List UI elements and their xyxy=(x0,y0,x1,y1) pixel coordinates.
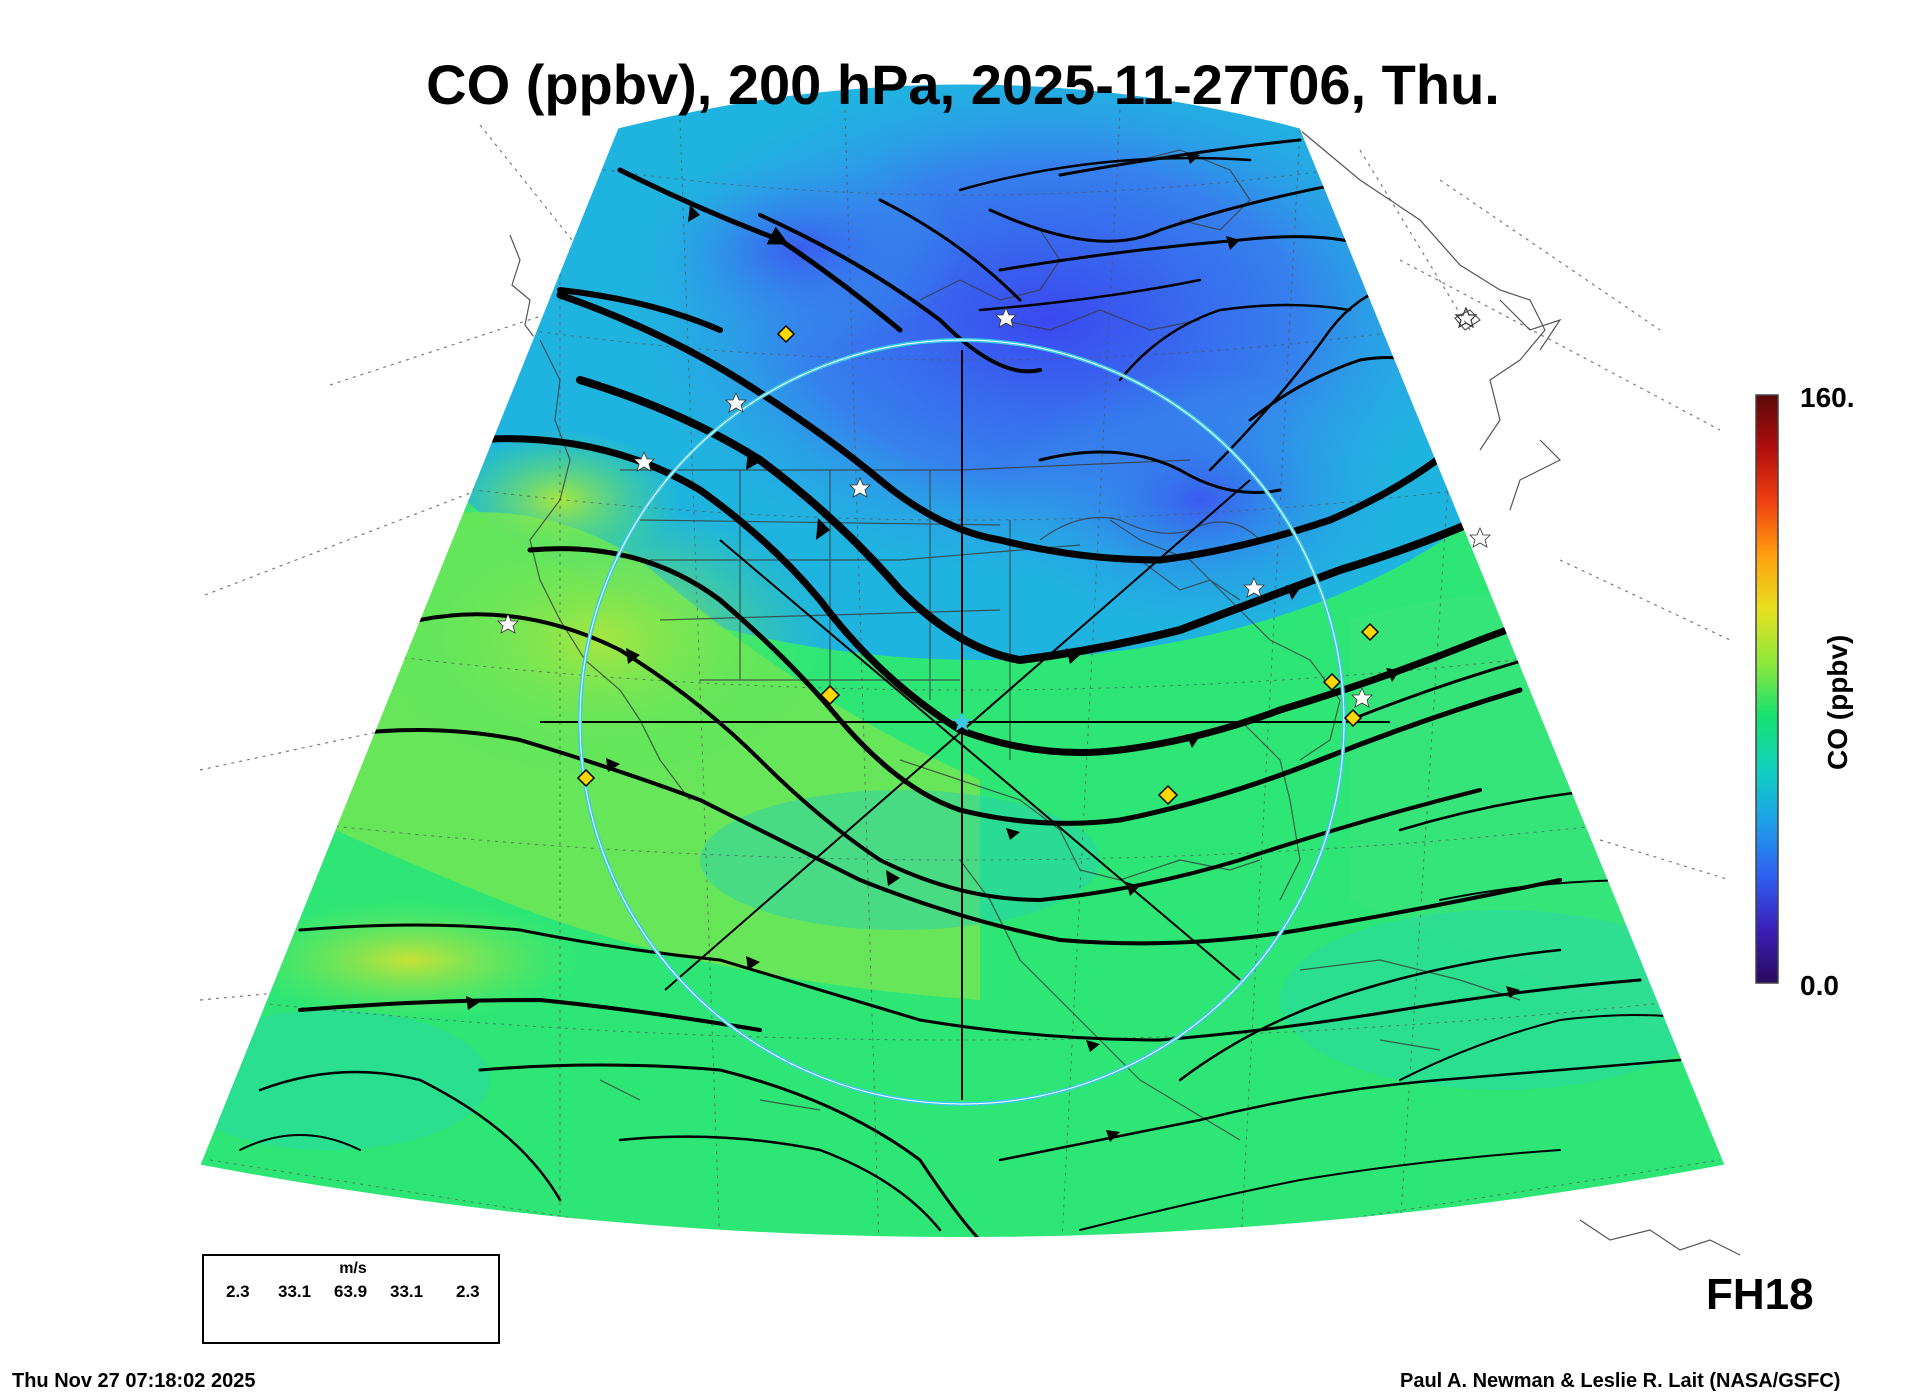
footer-timestamp: Thu Nov 27 07:18:02 2025 xyxy=(12,1370,256,1392)
legend-value: 2.3 xyxy=(456,1282,480,1301)
colorbar-max-label: 160. xyxy=(1800,382,1855,413)
legend-value: 33.1 xyxy=(278,1282,312,1301)
diamond-marker xyxy=(576,768,596,788)
diamond-marker xyxy=(1322,672,1342,692)
legend-value: 63.9 xyxy=(334,1282,368,1301)
chart-title: CO (ppbv), 200 hPa, 2025-11-27T06, Thu. xyxy=(426,53,1500,116)
star-marker xyxy=(1351,686,1373,708)
diamond-marker xyxy=(1157,784,1179,806)
colorbar-title: CO (ppbv) xyxy=(1822,634,1853,770)
sector-outline xyxy=(199,83,1726,1238)
center-star xyxy=(952,712,972,731)
forecast-hour: FH18 xyxy=(1706,1270,1814,1319)
star-marker xyxy=(1469,526,1491,548)
wind-speed-legend: m/s 2.3 33.1 63.9 33.1 2.3 xyxy=(202,1254,500,1344)
reference-circle-inner xyxy=(579,339,1345,1105)
star-marker xyxy=(1454,306,1478,329)
star-marker xyxy=(849,476,871,498)
star-marker xyxy=(1243,576,1265,598)
diamond-marker xyxy=(1343,708,1363,728)
colorbar-min-label: 0.0 xyxy=(1800,970,1839,1001)
legend-unit: m/s xyxy=(339,1260,367,1277)
star-markers xyxy=(497,306,1491,708)
diamond-markers xyxy=(576,324,1380,806)
legend-value: 2.3 xyxy=(226,1282,250,1301)
streamline-arrows xyxy=(466,152,1520,1142)
legend-value: 33.1 xyxy=(390,1282,424,1301)
star-marker xyxy=(995,306,1017,328)
wind-streamlines xyxy=(239,138,1702,1238)
diamond-marker xyxy=(819,684,841,706)
co-field xyxy=(200,84,1725,1238)
diamond-marker xyxy=(776,324,796,344)
footer-credit: Paul A. Newman & Leslie R. Lait (NASA/GS… xyxy=(1400,1370,1841,1392)
star-marker xyxy=(497,612,519,634)
star-marker xyxy=(725,391,747,413)
colorbar xyxy=(1755,394,1779,984)
diamond-marker xyxy=(1360,622,1380,642)
star-marker xyxy=(633,450,655,472)
